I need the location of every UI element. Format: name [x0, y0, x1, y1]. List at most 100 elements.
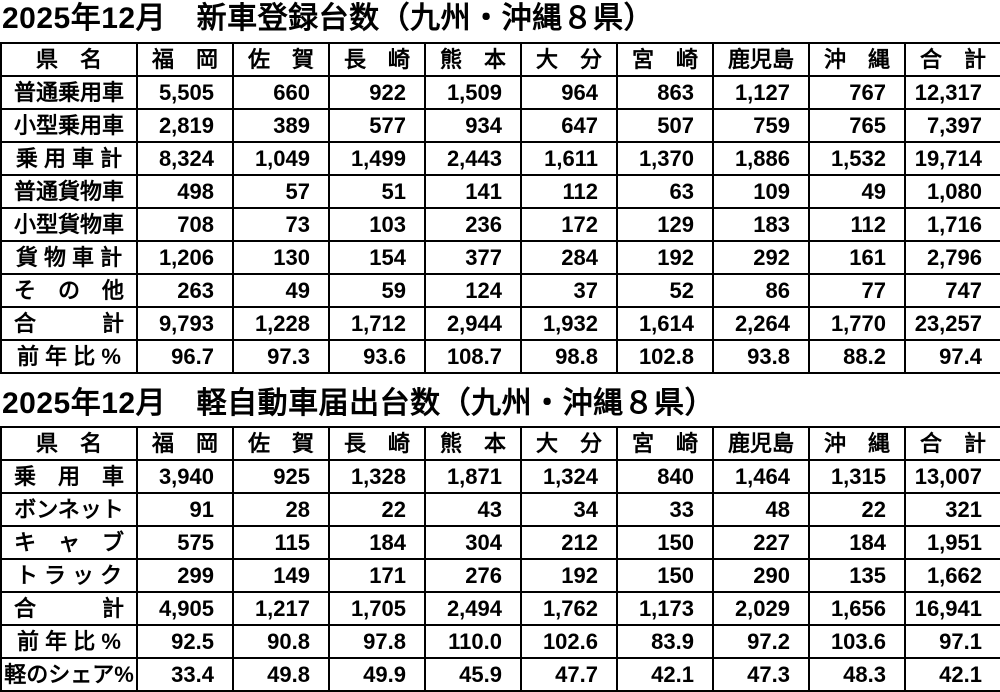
cell-value: 112: [521, 175, 617, 208]
cell-value: 102.6: [521, 625, 617, 658]
cell-value: 1,662: [905, 559, 1000, 592]
header-row: 県 名福 岡佐 賀長 崎熊 本大 分宮 崎鹿児島沖 縄合 計: [1, 427, 1000, 460]
cell-value: 16,941: [905, 592, 1000, 625]
prefecture-column-header: 佐 賀: [233, 43, 329, 76]
cell-value: 52: [617, 274, 713, 307]
cell-value: 1,499: [329, 142, 425, 175]
cell-value: 7,397: [905, 109, 1000, 142]
cell-value: 4,905: [137, 592, 233, 625]
cell-value: 12,317: [905, 76, 1000, 109]
cell-value: 172: [521, 208, 617, 241]
row-label: 普通貨物車: [1, 175, 137, 208]
row-label: キ ャ ブ: [1, 526, 137, 559]
cell-value: 34: [521, 493, 617, 526]
cell-value: 110.0: [425, 625, 521, 658]
cell-value: 299: [137, 559, 233, 592]
cell-value: 276: [425, 559, 521, 592]
cell-value: 77: [809, 274, 905, 307]
cell-value: 284: [521, 241, 617, 274]
kei-car-table-title: 2025年12月 軽自動車届出台数（九州・沖縄８県）: [2, 387, 1000, 422]
cell-value: 708: [137, 208, 233, 241]
cell-value: 124: [425, 274, 521, 307]
cell-value: 5,505: [137, 76, 233, 109]
prefecture-column-header: 熊 本: [425, 43, 521, 76]
prefecture-column-header: 大 分: [521, 43, 617, 76]
cell-value: 150: [617, 526, 713, 559]
cell-value: 103: [329, 208, 425, 241]
prefecture-column-header: 沖 縄: [809, 427, 905, 460]
prefecture-column-header: 熊 本: [425, 427, 521, 460]
cell-value: 59: [329, 274, 425, 307]
cell-value: 43: [425, 493, 521, 526]
cell-value: 171: [329, 559, 425, 592]
cell-value: 2,443: [425, 142, 521, 175]
cell-value: 2,819: [137, 109, 233, 142]
cell-value: 212: [521, 526, 617, 559]
cell-value: 925: [233, 460, 329, 493]
cell-value: 934: [425, 109, 521, 142]
row-label-column-header: 県 名: [1, 43, 137, 76]
cell-value: 161: [809, 241, 905, 274]
cell-value: 1,228: [233, 307, 329, 340]
cell-value: 102.8: [617, 340, 713, 373]
cell-value: 304: [425, 526, 521, 559]
prefecture-column-header: 鹿児島: [713, 43, 809, 76]
prefecture-column-header: 長 崎: [329, 43, 425, 76]
cell-value: 129: [617, 208, 713, 241]
kei-car-notification-section: 2025年12月 軽自動車届出台数（九州・沖縄８県） 県 名福 岡佐 賀長 崎熊…: [0, 387, 1000, 692]
cell-value: 150: [617, 559, 713, 592]
prefecture-column-header: 宮 崎: [617, 427, 713, 460]
prefecture-column-header: 鹿児島: [713, 427, 809, 460]
cell-value: 1,509: [425, 76, 521, 109]
cell-value: 377: [425, 241, 521, 274]
prefecture-column-header: 沖 縄: [809, 43, 905, 76]
row-label-column-header: 県 名: [1, 427, 137, 460]
cell-value: 184: [329, 526, 425, 559]
cell-value: 37: [521, 274, 617, 307]
cell-value: 141: [425, 175, 521, 208]
cell-value: 45.9: [425, 658, 521, 691]
cell-value: 767: [809, 76, 905, 109]
cell-value: 1,712: [329, 307, 425, 340]
prefecture-column-header: 佐 賀: [233, 427, 329, 460]
cell-value: 1,614: [617, 307, 713, 340]
cell-value: 1,716: [905, 208, 1000, 241]
prefecture-column-header: 宮 崎: [617, 43, 713, 76]
cell-value: 1,932: [521, 307, 617, 340]
cell-value: 97.3: [233, 340, 329, 373]
cell-value: 1,770: [809, 307, 905, 340]
cell-value: 389: [233, 109, 329, 142]
cell-value: 192: [617, 241, 713, 274]
cell-value: 1,315: [809, 460, 905, 493]
cell-value: 1,951: [905, 526, 1000, 559]
new-car-registration-section: 2025年12月 新車登録台数（九州・沖縄８県） 県 名福 岡佐 賀長 崎熊 本…: [0, 2, 1000, 374]
prefecture-column-header: 合 計: [905, 427, 1000, 460]
cell-value: 108.7: [425, 340, 521, 373]
prefecture-column-header: 合 計: [905, 43, 1000, 76]
cell-value: 759: [713, 109, 809, 142]
cell-value: 91: [137, 493, 233, 526]
cell-value: 922: [329, 76, 425, 109]
cell-value: 290: [713, 559, 809, 592]
cell-value: 1,328: [329, 460, 425, 493]
cell-value: 236: [425, 208, 521, 241]
row-label: 普通乗用車: [1, 76, 137, 109]
cell-value: 51: [329, 175, 425, 208]
cell-value: 73: [233, 208, 329, 241]
cell-value: 33.4: [137, 658, 233, 691]
cell-value: 57: [233, 175, 329, 208]
row-label: 前 年 比 %: [1, 340, 137, 373]
cell-value: 19,714: [905, 142, 1000, 175]
cell-value: 42.1: [617, 658, 713, 691]
row-label: 合 計: [1, 592, 137, 625]
cell-value: 498: [137, 175, 233, 208]
cell-value: 9,793: [137, 307, 233, 340]
